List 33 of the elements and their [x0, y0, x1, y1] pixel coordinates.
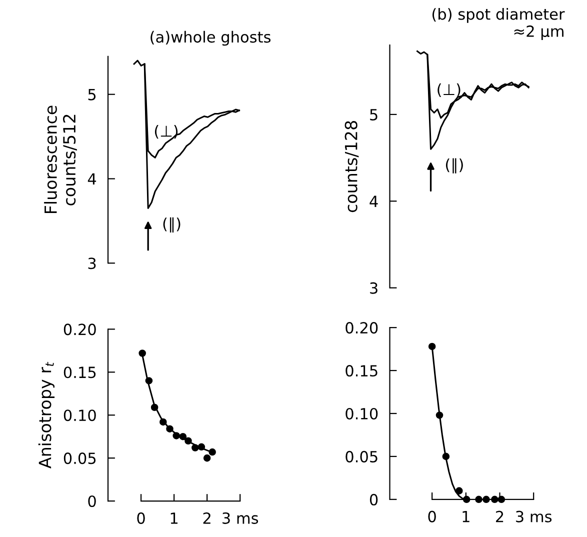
x-tick-label: 0 [428, 510, 436, 522]
y-tick-label: 0.10 [346, 408, 378, 420]
chart-title: (b) spot diameter ≈2 µm [432, 8, 565, 40]
chart-title: (a)whole ghosts [150, 30, 271, 46]
x-tick-label: 2 [496, 510, 504, 522]
y-tick-label: 0 [370, 494, 378, 506]
x-tick-label: 2 [203, 512, 210, 524]
x-tick-label: 3 ms [222, 512, 258, 524]
y-tick-label: 0.05 [64, 452, 96, 464]
x-tick-label: 1 [170, 512, 178, 524]
y-axis-title: counts/128 [344, 121, 359, 212]
y-tick-label: 4 [370, 196, 378, 207]
y-tick-label: 0 [88, 495, 96, 508]
legend-label: (∥) [163, 217, 180, 232]
y-tick-label: 0.20 [64, 324, 96, 336]
y-axis-title: Anisotropy r$_{t}$ [38, 362, 55, 468]
y-tick-label: 3 [370, 282, 378, 294]
y-tick-label: 0.10 [64, 410, 96, 422]
y-tick-label: 0.15 [64, 366, 96, 378]
y-tick-label: 0.15 [346, 364, 378, 377]
y-tick-label: 0.20 [346, 322, 378, 334]
y-tick-label: 0.05 [346, 450, 378, 462]
y-tick-label: 5 [370, 109, 378, 120]
y-axis-title: Fluorescence counts/512 [44, 106, 77, 214]
y-tick-label: 4 [88, 173, 96, 185]
x-tick-label: 1 [462, 510, 470, 522]
series-label: (⊥) [438, 83, 460, 97]
series-label: (⊥) [154, 125, 178, 139]
x-tick-label: 0 [137, 512, 145, 524]
y-tick-label: 5 [88, 89, 96, 100]
x-tick-label: 3 ms [516, 510, 552, 522]
y-tick-label: 3 [88, 258, 96, 270]
legend-label: (∥) [446, 158, 463, 174]
